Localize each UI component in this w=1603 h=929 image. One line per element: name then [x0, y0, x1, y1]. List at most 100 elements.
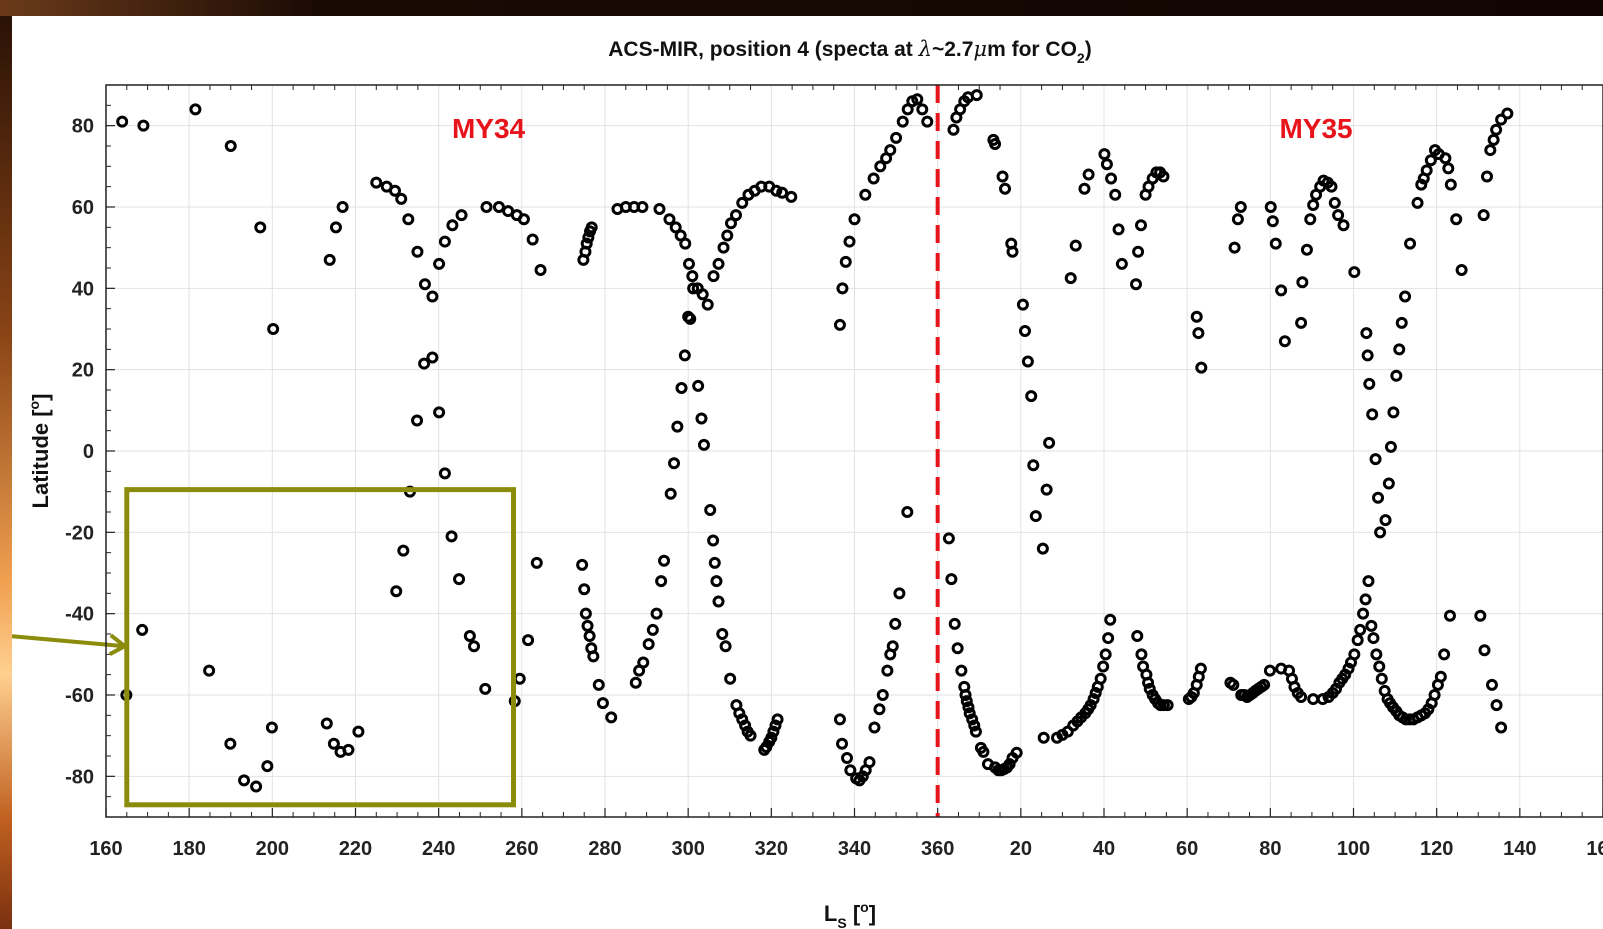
- data-point: [1307, 693, 1320, 706]
- data-point: [959, 689, 972, 701]
- data-point: [989, 137, 1002, 150]
- data-point: [770, 184, 783, 197]
- data-point: [1348, 648, 1361, 661]
- data-point: [765, 731, 778, 744]
- data-point: [1027, 459, 1040, 472]
- data-point: [679, 237, 692, 250]
- data-point: [250, 780, 263, 793]
- y-tick-label: -40: [65, 604, 94, 626]
- data-point: [579, 607, 592, 620]
- data-point: [1439, 152, 1452, 165]
- x-tick-label: 280: [588, 838, 621, 860]
- data-point: [1043, 436, 1056, 449]
- data-point: [776, 186, 789, 199]
- data-point: [137, 119, 150, 132]
- data-point: [678, 349, 691, 362]
- data-point: [585, 221, 598, 234]
- y-tick-label: 80: [72, 116, 94, 138]
- data-point: [886, 640, 899, 653]
- data-point: [592, 678, 605, 691]
- data-point: [254, 221, 267, 234]
- data-point: [480, 201, 493, 213]
- data-point: [1078, 182, 1091, 195]
- data-point: [1098, 148, 1111, 161]
- data-point: [836, 282, 849, 295]
- data-point: [1415, 178, 1428, 191]
- data-point: [890, 131, 903, 144]
- data-point: [265, 721, 278, 734]
- data-point: [426, 351, 439, 364]
- data-point: [605, 711, 618, 724]
- data-point: [1375, 672, 1388, 685]
- x-tick-label: 60: [1176, 838, 1198, 860]
- data-point: [859, 188, 872, 201]
- data-point: [642, 638, 655, 651]
- data-points: [116, 89, 1514, 793]
- data-point: [650, 607, 663, 620]
- data-point: [1295, 691, 1308, 704]
- data-point: [1021, 355, 1034, 368]
- data-point: [1018, 325, 1031, 338]
- data-point: [637, 656, 650, 669]
- data-point: [848, 213, 861, 226]
- data-point: [669, 221, 682, 234]
- data-point: [517, 213, 530, 226]
- data-point: [522, 634, 535, 647]
- data-point: [1069, 239, 1082, 252]
- data-point: [1367, 632, 1380, 645]
- data-point: [876, 689, 889, 701]
- data-point: [970, 89, 983, 102]
- data-point: [1325, 180, 1338, 193]
- data-point: [1480, 170, 1493, 183]
- data-point: [224, 737, 237, 750]
- left-decoration-strip: [0, 16, 12, 929]
- data-point: [1485, 678, 1498, 691]
- data-point: [1411, 196, 1424, 209]
- data-point: [1130, 278, 1143, 291]
- data-point: [1490, 123, 1503, 136]
- data-point: [716, 628, 729, 640]
- data-point: [1195, 361, 1208, 374]
- data-point: [445, 530, 458, 543]
- data-point: [1036, 542, 1049, 555]
- x-tick-label: 220: [339, 838, 372, 860]
- data-point: [1424, 154, 1437, 167]
- data-point: [996, 170, 1009, 183]
- data-point: [418, 278, 431, 291]
- data-point: [695, 412, 708, 425]
- data-point: [873, 703, 886, 716]
- data-point: [1478, 644, 1491, 657]
- data-point: [719, 640, 732, 653]
- data-point: [468, 640, 481, 653]
- highlight-arrow: [12, 633, 129, 656]
- data-point: [1100, 158, 1113, 171]
- data-point: [1269, 237, 1282, 250]
- data-point: [1192, 327, 1205, 340]
- y-tick-label: 60: [72, 197, 94, 219]
- data-point: [526, 233, 539, 246]
- data-point: [370, 176, 383, 189]
- data-point: [1029, 510, 1042, 523]
- data-point: [874, 160, 887, 173]
- data-point: [1342, 662, 1355, 675]
- data-point: [942, 532, 955, 545]
- data-point: [238, 774, 251, 787]
- y-tick-label: -60: [65, 685, 94, 707]
- x-tick-label: 160: [89, 838, 122, 860]
- data-point: [1264, 201, 1277, 213]
- data-point: [736, 196, 749, 209]
- data-point: [1384, 440, 1397, 453]
- data-point: [453, 573, 466, 586]
- data-point: [999, 182, 1012, 195]
- x-tick-label: 160: [1586, 838, 1603, 860]
- x-tick-label: 180: [172, 838, 205, 860]
- data-point: [1379, 514, 1392, 527]
- data-point: [1275, 284, 1288, 297]
- data-point: [336, 201, 349, 213]
- data-point: [1104, 613, 1117, 626]
- x-tick-label: 260: [505, 838, 538, 860]
- data-point: [583, 630, 596, 643]
- data-point: [1006, 245, 1019, 258]
- data-point: [1087, 693, 1100, 706]
- data-point: [1361, 349, 1374, 362]
